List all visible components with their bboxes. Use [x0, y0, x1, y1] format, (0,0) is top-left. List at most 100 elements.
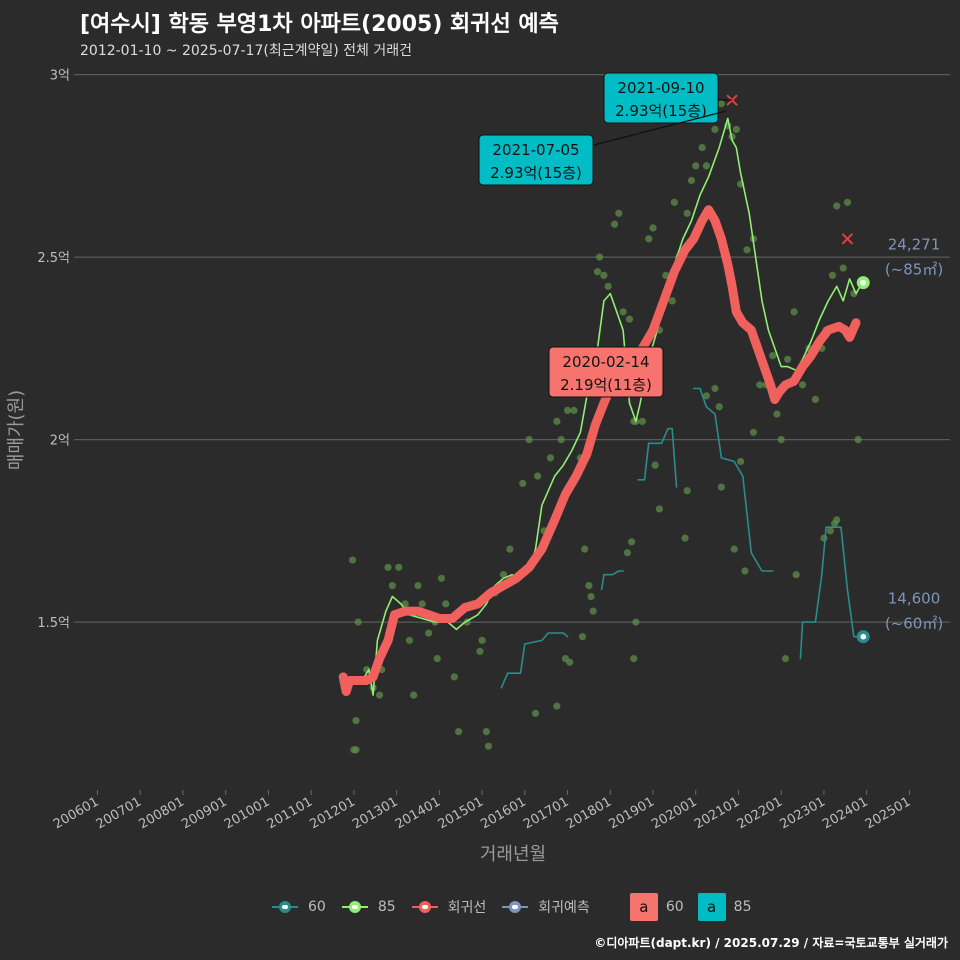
transaction-point	[610, 220, 619, 228]
annotation-price: 2.19억(11층)	[560, 376, 652, 394]
transaction-point	[499, 571, 508, 579]
footer-credit: ©디아파트(dapt.kr) / 2025.07.29 / 자료=국토교통부 실…	[594, 936, 948, 950]
transaction-point	[717, 100, 725, 108]
x-tick-label: 201701	[521, 794, 571, 832]
y-axis-label: 매매가(원)	[6, 390, 27, 470]
transaction-point	[681, 534, 689, 542]
transaction-point	[425, 629, 433, 637]
transaction-point	[655, 505, 664, 513]
series-60-line	[692, 387, 774, 572]
legend-label: 회귀선	[447, 900, 487, 916]
transaction-point	[352, 746, 360, 754]
y-tick-label: 2억	[50, 434, 70, 449]
x-tick-label: 202301	[777, 794, 827, 832]
transaction-point	[410, 691, 418, 699]
transaction-point	[811, 395, 819, 404]
transaction-point	[553, 702, 561, 710]
transaction-point	[668, 297, 676, 305]
transaction-point	[519, 479, 527, 487]
transaction-point	[630, 655, 638, 663]
series-60-line	[500, 632, 569, 689]
transaction-point	[854, 436, 862, 444]
transaction-point	[651, 461, 659, 469]
page-title: [여수시] 학동 부영1차 아파트(2005) 회귀선 예측	[80, 12, 559, 37]
transaction-point	[756, 381, 764, 389]
transaction-point	[625, 315, 634, 323]
transaction-points	[349, 100, 862, 754]
transaction-point	[769, 352, 777, 360]
endpoint-labels: 24,271 (~85㎡) 14,600 (~60㎡)	[856, 236, 943, 644]
transaction-point	[638, 417, 646, 425]
endpoint-marker-center	[860, 279, 867, 286]
x-tick-label: 201301	[350, 794, 400, 832]
transaction-point	[730, 545, 738, 553]
legend-label: 85	[377, 899, 396, 915]
annotation-price: 2.93억(15층)	[490, 164, 582, 182]
regression-line	[338, 205, 861, 696]
legend-box-swatch: a	[629, 893, 658, 921]
legend-item-forecast: 회귀예측	[500, 897, 590, 917]
annotation-box	[548, 346, 664, 398]
transaction-point	[820, 534, 828, 542]
cross-marker	[841, 233, 854, 245]
transaction-point	[683, 209, 691, 217]
transaction-point	[531, 709, 540, 717]
x-axis-label: 거래년월	[480, 844, 546, 865]
transaction-point	[683, 487, 691, 495]
x-tick-label: 201401	[393, 794, 443, 832]
transaction-point	[578, 633, 587, 641]
x-tick-label: 201901	[607, 794, 657, 832]
transaction-point	[777, 436, 785, 444]
transaction-point	[553, 417, 561, 425]
transaction-point	[454, 728, 463, 736]
transaction-point	[566, 658, 574, 666]
x-tick-label: 202001	[649, 794, 699, 832]
series-lines	[338, 117, 864, 696]
transaction-point	[352, 717, 360, 725]
annotation-box	[603, 72, 719, 124]
x-tick-label: 200801	[136, 794, 186, 832]
page-subtitle: 2012-01-10 ~ 2025-07-17(최근계약일) 전체 거래건	[80, 43, 412, 59]
transaction-point	[433, 655, 441, 663]
endpoint-value-label: 24,271	[888, 236, 941, 254]
transaction-point	[414, 582, 422, 590]
annotation-date: 2020-02-14	[562, 353, 649, 371]
series-60-line	[600, 570, 624, 591]
transaction-point	[375, 691, 384, 699]
transaction-point	[546, 454, 555, 462]
transaction-point	[828, 271, 837, 279]
x-tick-label: 202401	[820, 794, 870, 832]
transaction-point	[649, 224, 657, 232]
transaction-point	[384, 563, 392, 571]
series-60-line	[637, 427, 678, 488]
transaction-point	[581, 545, 589, 553]
transaction-point	[437, 574, 446, 582]
transaction-point	[645, 235, 653, 243]
x-tick-label: 201801	[564, 794, 614, 832]
transaction-point	[484, 742, 493, 750]
transaction-point	[702, 162, 711, 170]
x-tick-label: 201501	[436, 794, 486, 832]
transaction-point	[600, 271, 608, 279]
legend-box-60: a 60	[629, 893, 684, 921]
transaction-point	[478, 636, 486, 644]
x-tick-label: 201101	[265, 794, 315, 832]
transaction-point	[604, 282, 612, 290]
transaction-point	[741, 567, 749, 575]
transaction-point	[557, 436, 565, 444]
endpoint-value-label: 14,600	[888, 590, 941, 608]
transaction-point	[737, 457, 745, 466]
transaction-point	[450, 673, 458, 681]
legend-box-85: a 85	[697, 893, 751, 921]
transaction-point	[732, 125, 740, 133]
transaction-point	[702, 392, 711, 400]
legend: 60 85 회귀선 회귀예측 a 60 a 85	[270, 892, 765, 922]
transaction-point	[482, 728, 490, 736]
transaction-point	[534, 472, 542, 480]
transaction-point	[839, 264, 847, 272]
x-tick-label: 202501	[863, 794, 913, 832]
transaction-point	[743, 246, 751, 254]
transaction-point	[781, 655, 790, 663]
transaction-point	[773, 410, 781, 418]
x-tick-labels: 2006012007012008012009012010012011012012…	[51, 790, 913, 832]
